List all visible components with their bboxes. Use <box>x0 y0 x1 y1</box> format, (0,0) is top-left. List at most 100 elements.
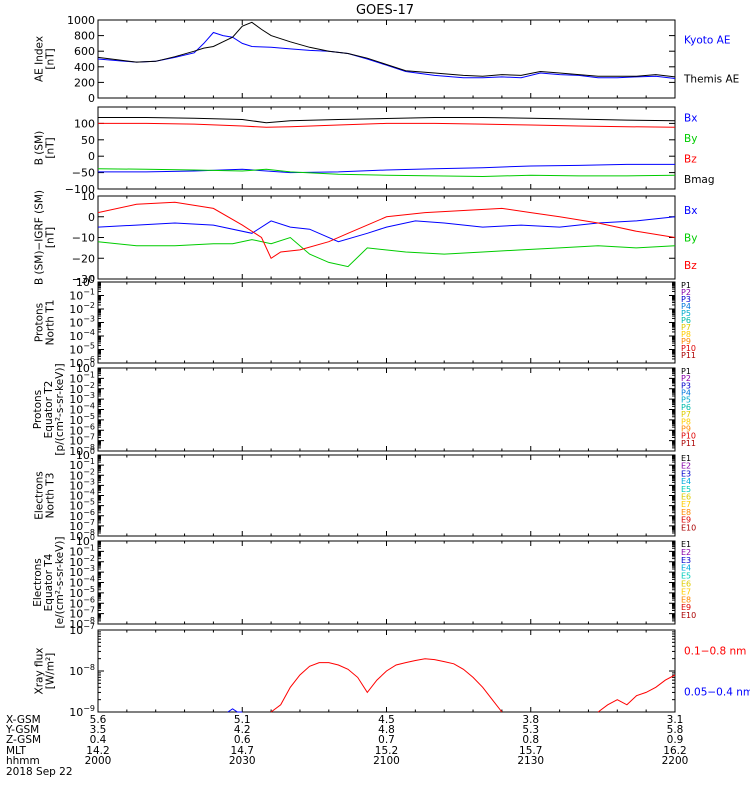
series-line-0-1-0-8-nm <box>270 658 676 713</box>
y-axis-label: [nT] <box>45 137 57 158</box>
legend-entry: P8 <box>681 417 691 426</box>
legend-entry: E2 <box>681 462 691 471</box>
x-row-value: 2130 <box>517 755 544 767</box>
legend-entry: 0.1−0.8 nm <box>684 646 746 658</box>
legend-entry: E9 <box>681 603 691 612</box>
x-row-value: 0.4 <box>90 734 107 746</box>
y-axis-label: North T1 <box>45 300 57 346</box>
panel-7: 10−9 10−8 10−7 Xray flux [W/m²] 0.1−0.8 nm 0.0… <box>34 622 750 719</box>
series-line-bx <box>97 216 676 243</box>
x-row-label: Z-GSM <box>6 734 41 746</box>
legend-entry: E2 <box>681 548 691 557</box>
y-tick-label: 100 <box>76 274 95 289</box>
y-axis-label: [nT] <box>45 227 57 248</box>
legend-entry: Bx <box>684 205 697 217</box>
y-axis-label: [p/(cm²-s-sr-keV)] <box>54 363 66 455</box>
y-tick-label: 400 <box>74 61 95 74</box>
y-tick-label: 10−6 <box>69 355 95 370</box>
y-axis-label: Protons <box>32 390 44 429</box>
y-tick-label: 10−5 <box>69 585 95 600</box>
y-tick-label: 100 <box>76 360 95 375</box>
y-tick-label: 10−4 <box>69 488 95 503</box>
legend-entry: E1 <box>681 540 691 549</box>
x-row-value: 2000 <box>85 755 112 767</box>
legend-entry: E10 <box>681 523 696 532</box>
x-row-value: 14.7 <box>231 745 254 757</box>
legend-entry: P9 <box>681 337 691 346</box>
panel-2: −30 −20 −10 0 10 B (SM)−IGRF (SM) [nT] Bx By Bz <box>34 190 698 286</box>
y-tick-label: 10−2 <box>69 554 95 569</box>
y-tick-label: 10−1 <box>69 457 95 472</box>
x-row-label: Y-GSM <box>5 724 39 736</box>
y-tick-label: 10−2 <box>69 467 95 482</box>
y-tick-label: 10−4 <box>69 328 95 343</box>
y-axis-label: Protons <box>34 303 46 342</box>
series-line-bz <box>98 122 676 128</box>
series-line-by <box>97 236 676 268</box>
legend-entry: E3 <box>681 469 691 478</box>
x-row-value: 3.8 <box>522 714 539 726</box>
x-row-value: 0.7 <box>378 734 395 746</box>
legend-entry: E7 <box>681 587 691 596</box>
y-tick-label: 10−3 <box>69 315 95 330</box>
y-tick-label: −10 <box>72 232 95 245</box>
y-axis-label: North T3 <box>45 473 57 519</box>
y-tick-label: 10−7 <box>69 606 95 621</box>
legend-entry: E6 <box>681 493 691 502</box>
legend-entry: P5 <box>681 309 691 318</box>
y-tick-label: 800 <box>74 30 95 43</box>
y-axis-label: [nT] <box>45 48 57 69</box>
panel-frame <box>97 281 676 364</box>
legend-entry: E6 <box>681 580 691 589</box>
legend-entry: P11 <box>681 439 696 448</box>
y-tick-label: 10−6 <box>69 508 95 523</box>
legend-entry: P10 <box>681 432 696 441</box>
legend-entry: E1 <box>681 454 691 463</box>
x-row-value: 0.8 <box>522 734 539 746</box>
x-row-value: 2200 <box>662 755 689 767</box>
y-tick-label: 10−1 <box>69 543 95 558</box>
y-tick-label: 10−6 <box>69 595 95 610</box>
y-axis-label: Xray flux <box>34 648 46 695</box>
y-tick-label: 0 <box>88 211 95 224</box>
legend-entry: By <box>684 233 697 245</box>
y-tick-label: 0 <box>88 150 95 163</box>
x-row-value: 5.3 <box>522 724 539 736</box>
legend-entry: P7 <box>681 323 691 332</box>
legend-entry: P10 <box>681 344 696 353</box>
y-tick-label: 100 <box>76 533 95 548</box>
y-tick-label: 10−3 <box>69 477 95 492</box>
panel-frame <box>97 19 676 99</box>
y-tick-label: 50 <box>81 134 95 147</box>
legend-entry: P3 <box>681 295 691 304</box>
y-axis-label: Electrons <box>34 471 46 520</box>
x-row-value: 4.8 <box>378 724 395 736</box>
y-tick-label: 10−8 <box>69 616 95 631</box>
y-tick-label: −100 <box>65 183 95 196</box>
chart-title: GOES-17 <box>356 3 414 18</box>
legend-entry: Themis AE <box>683 74 739 86</box>
x-row-value: 5.6 <box>90 714 107 726</box>
legend-entry: P4 <box>681 389 691 398</box>
y-axis-label: [W/m²] <box>45 653 57 690</box>
panel-frame <box>97 454 676 537</box>
x-row-value: 4.2 <box>234 724 251 736</box>
legend-entry: P9 <box>681 424 691 433</box>
y-tick-label: 10−8 <box>69 443 95 458</box>
y-tick-label: 600 <box>74 45 95 58</box>
x-axis-table: X-GSM 5.6 5.1 4.5 3.8 3.1 Y-GSM 3.5 4.2 4.8 5.3 5.8… <box>5 714 688 778</box>
series-line-by <box>97 168 676 178</box>
y-tick-label: 10−6 <box>69 422 95 437</box>
x-row-label: X-GSM <box>6 714 41 726</box>
y-tick-label: −30 <box>72 273 95 286</box>
y-axis-label: [e/(cm²-s-sr-keV)] <box>54 537 66 629</box>
y-axis-label: Equator T4 <box>43 553 55 611</box>
y-tick-label: 10−5 <box>69 342 95 357</box>
series-line-0-05-0-4-nm <box>227 708 243 713</box>
x-row-value: 3.5 <box>90 724 107 736</box>
legend-entry: P7 <box>681 410 691 419</box>
legend-entry: P6 <box>681 316 691 325</box>
legend-entry: Bz <box>684 260 697 272</box>
